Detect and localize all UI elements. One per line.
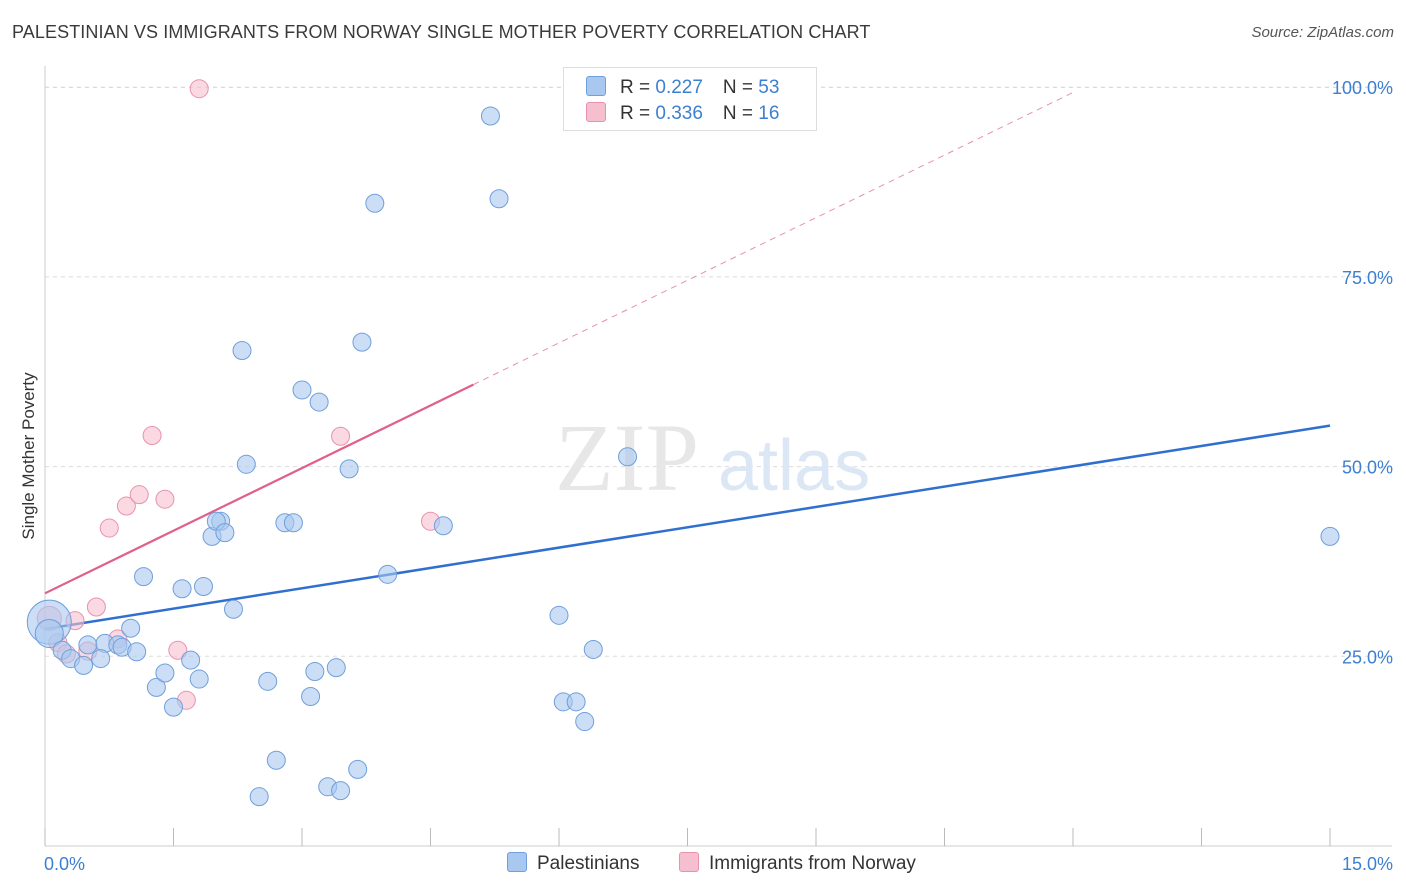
x-tick-label: 15.0% <box>1342 854 1393 874</box>
point-palestinians <box>352 332 372 352</box>
point-palestinians <box>583 639 603 659</box>
y-tick-label: 50.0% <box>1342 458 1393 478</box>
gridlines <box>45 86 1392 657</box>
point-palestinians <box>78 635 98 655</box>
point-palestinians <box>326 658 346 678</box>
legend-row-palestinians: R = 0.227 N = 53 <box>586 76 779 100</box>
point-palestinians <box>189 669 209 689</box>
y-tick-label: 100.0% <box>1332 78 1393 98</box>
data-points <box>26 79 1340 807</box>
legend-n-label: N = <box>722 103 759 124</box>
point-palestinians <box>172 579 192 599</box>
point-palestinians <box>549 605 569 625</box>
axes <box>44 66 1392 847</box>
watermark-atlas: atlas <box>718 426 870 506</box>
point-palestinians <box>249 787 269 807</box>
point-palestinians <box>181 650 201 670</box>
point-palestinians <box>575 712 595 732</box>
point-palestinians <box>480 106 500 126</box>
legend-r-label: R = <box>620 103 656 124</box>
point-palestinians <box>433 516 453 536</box>
y-tick-label: 25.0% <box>1342 647 1393 667</box>
legend-n-value: 16 <box>758 103 780 124</box>
point-palestinians <box>309 392 329 412</box>
point-palestinians <box>489 189 509 209</box>
point-palestinians <box>155 663 175 683</box>
point-norway <box>99 518 119 538</box>
point-norway <box>129 485 149 505</box>
y-axis-label: Single Mother Poverty <box>19 372 38 540</box>
point-norway <box>331 426 351 446</box>
legend-label-norway: Immigrants from Norway <box>709 853 916 874</box>
point-palestinians <box>566 692 586 712</box>
point-palestinians <box>164 697 183 717</box>
point-norway <box>86 597 106 617</box>
point-norway <box>168 640 188 660</box>
point-palestinians <box>193 576 213 596</box>
legend-swatch-pink <box>586 102 606 122</box>
point-palestinians <box>283 513 303 533</box>
legend-swatch-pink <box>679 852 699 872</box>
legend-r-value: 0.227 <box>655 77 703 98</box>
legend-r-value: 0.336 <box>655 103 703 124</box>
point-palestinians <box>232 340 252 360</box>
point-palestinians <box>258 671 278 691</box>
legend-label-palestinians: Palestinians <box>537 853 640 874</box>
source-credit: Source: ZipAtlas.com <box>1251 24 1394 41</box>
point-norway <box>116 496 136 516</box>
point-palestinians <box>215 523 235 543</box>
legend-item-norway: Immigrants from Norway <box>679 852 916 875</box>
trend-line-palestinians <box>44 424 1331 631</box>
point-palestinians <box>378 564 398 584</box>
legend-row-norway: R = 0.336 N = 16 <box>586 102 789 126</box>
legend-n-label: N = <box>722 77 759 98</box>
point-palestinians <box>1320 526 1340 546</box>
trend-line-norway <box>44 383 474 595</box>
point-palestinians <box>292 380 312 400</box>
legend-r-label: R = <box>620 77 656 98</box>
point-palestinians <box>74 655 94 675</box>
point-palestinians <box>91 649 111 669</box>
stats-legend: R = 0.227 N = 53 R = 0.336 N = 16 <box>563 67 817 131</box>
point-norway <box>155 489 175 509</box>
point-palestinians <box>134 567 154 587</box>
point-palestinians <box>348 759 368 779</box>
point-palestinians <box>146 677 166 697</box>
point-palestinians <box>127 642 147 662</box>
tick-labels: 25.0% 50.0% 75.0% 100.0% 0.0% 15.0% <box>44 78 1393 874</box>
point-palestinians <box>121 618 141 638</box>
point-palestinians <box>618 447 638 467</box>
point-norway <box>189 79 209 99</box>
legend-n-value: 53 <box>758 77 780 98</box>
y-tick-label: 75.0% <box>1342 268 1393 288</box>
point-palestinians <box>365 193 385 213</box>
trend-lines <box>44 92 1331 631</box>
point-palestinians <box>301 687 321 707</box>
point-palestinians <box>236 454 256 474</box>
chart-title: PALESTINIAN VS IMMIGRANTS FROM NORWAY SI… <box>12 22 871 42</box>
point-palestinians <box>34 619 64 649</box>
legend-swatch-blue <box>586 76 606 96</box>
watermark: ZIP atlas <box>555 404 870 511</box>
point-palestinians <box>305 661 325 681</box>
trend-line-extension <box>473 92 1074 386</box>
point-palestinians <box>266 750 286 770</box>
point-palestinians <box>223 599 243 619</box>
point-palestinians <box>339 459 359 479</box>
point-palestinians <box>331 781 351 801</box>
x-tick-label: 0.0% <box>44 854 85 874</box>
point-norway <box>142 425 162 445</box>
legend-swatch-blue <box>507 852 527 872</box>
legend-item-palestinians: Palestinians <box>507 852 639 875</box>
